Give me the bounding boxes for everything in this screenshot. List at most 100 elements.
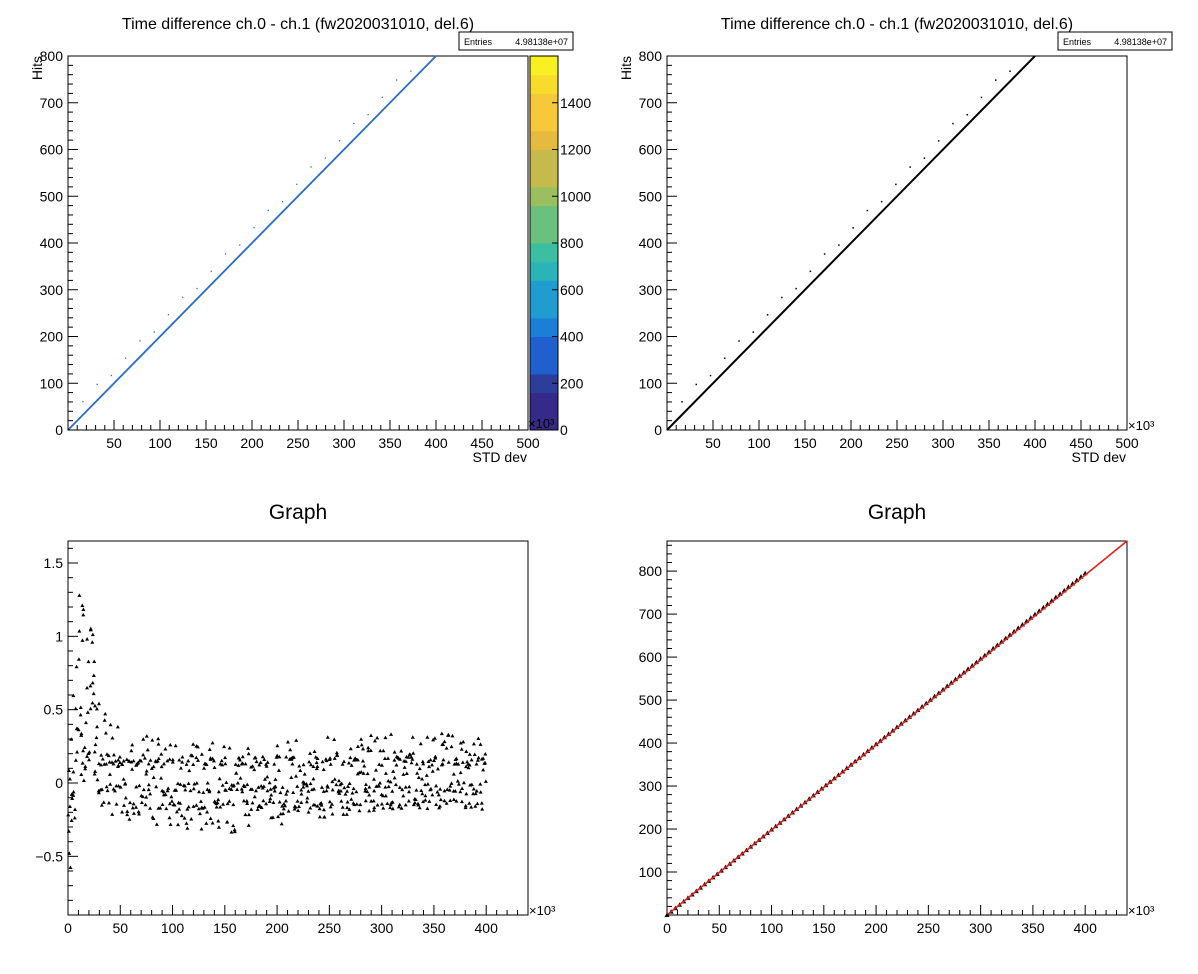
data-point <box>284 754 289 759</box>
data-point <box>381 806 386 810</box>
data-point <box>429 786 434 791</box>
axes: 0 50 100 150 200 250 300 350 400 −0.5 0 0.5 1 1.5 <box>35 547 529 936</box>
data-point <box>382 756 387 761</box>
data-point <box>200 806 205 810</box>
data-point <box>238 776 243 780</box>
y-tick-label: 100 <box>40 375 64 391</box>
data-point <box>144 734 149 738</box>
data-point <box>349 797 354 801</box>
data-point <box>217 776 222 781</box>
x-tick-label: 150 <box>812 920 836 936</box>
outlier-point <box>724 357 726 360</box>
data-point <box>280 785 285 789</box>
data-point <box>212 765 217 770</box>
y-tick-label: 600 <box>40 142 64 158</box>
data-point <box>456 782 461 786</box>
data-point <box>88 706 93 711</box>
x-tick-label: 350 <box>422 920 446 936</box>
palette-band <box>530 130 558 150</box>
x-tick-label: 150 <box>793 435 817 451</box>
data-point <box>142 756 147 760</box>
data-point <box>423 782 428 787</box>
data-point <box>69 818 74 822</box>
panel-bottom-left: Graph 0 50 100 150 200 250 300 350 400 −0.5 0 0.5 1 1… <box>35 501 556 936</box>
data-point <box>120 809 125 814</box>
data-point <box>79 772 84 776</box>
data-point <box>224 788 229 792</box>
data-point <box>363 798 368 803</box>
data-point <box>241 798 246 803</box>
data-point <box>396 804 401 809</box>
data-point <box>272 789 277 793</box>
data-point <box>269 792 274 797</box>
data-point <box>233 762 238 766</box>
data-point <box>148 791 153 796</box>
data-point <box>305 796 310 800</box>
data-point <box>80 761 85 765</box>
outlier-point <box>923 157 926 159</box>
data-point <box>130 742 135 747</box>
palette-band <box>530 205 558 225</box>
data-point <box>239 786 244 791</box>
data-point <box>170 760 175 764</box>
data-point <box>237 756 242 760</box>
data-point <box>207 788 212 792</box>
data-point <box>464 749 469 754</box>
data-point <box>328 804 333 809</box>
data-point <box>99 787 104 791</box>
y-tick-label: 500 <box>639 188 663 204</box>
data-point <box>330 812 335 816</box>
stats-value: 4.98138e+07 <box>515 37 568 47</box>
data-point <box>341 812 346 816</box>
data-point <box>99 753 104 757</box>
data-point <box>306 810 311 814</box>
data-point <box>471 786 476 791</box>
x-multiplier: ×10³ <box>529 903 556 918</box>
outlier-point <box>752 331 755 333</box>
data-point <box>215 800 220 805</box>
data-point <box>447 788 452 792</box>
data-point <box>476 736 481 741</box>
data-point <box>392 758 397 762</box>
stats-value: 4.98138e+07 <box>1114 37 1167 47</box>
data-point <box>301 781 306 786</box>
data-point <box>90 700 95 705</box>
data-point <box>339 781 344 785</box>
data-point <box>464 791 469 796</box>
y-tick-label: 500 <box>639 692 663 708</box>
data-point <box>480 807 485 811</box>
data-point <box>140 794 145 799</box>
x-axis-label: STD dev <box>473 449 527 465</box>
data-point <box>391 769 396 773</box>
outlier-point <box>994 79 997 81</box>
data-point <box>246 746 251 750</box>
data-point <box>479 801 484 805</box>
data-point <box>252 767 257 772</box>
data-point <box>291 755 296 759</box>
data-point <box>154 784 159 789</box>
data-point <box>223 761 228 766</box>
data-point <box>88 683 93 688</box>
data-point <box>178 766 183 770</box>
data-point <box>167 757 172 761</box>
data-point <box>340 762 345 766</box>
data-point <box>283 798 288 803</box>
palette-tick-label: 1400 <box>560 95 591 111</box>
data-point <box>449 744 454 749</box>
data-point <box>216 818 221 823</box>
data-point <box>380 793 385 798</box>
data-point <box>243 812 248 817</box>
palette-band <box>530 336 558 356</box>
outlier-point <box>709 374 712 377</box>
palette-band <box>530 186 558 207</box>
data-point <box>451 797 456 801</box>
palette-tick-label: 400 <box>560 329 584 345</box>
data-point <box>307 759 312 764</box>
data-point <box>483 779 488 783</box>
data-point <box>378 748 383 753</box>
data-point <box>146 787 151 792</box>
data-point <box>130 805 135 810</box>
data-point <box>296 808 301 812</box>
data-point <box>191 786 196 791</box>
data-point <box>379 801 384 806</box>
